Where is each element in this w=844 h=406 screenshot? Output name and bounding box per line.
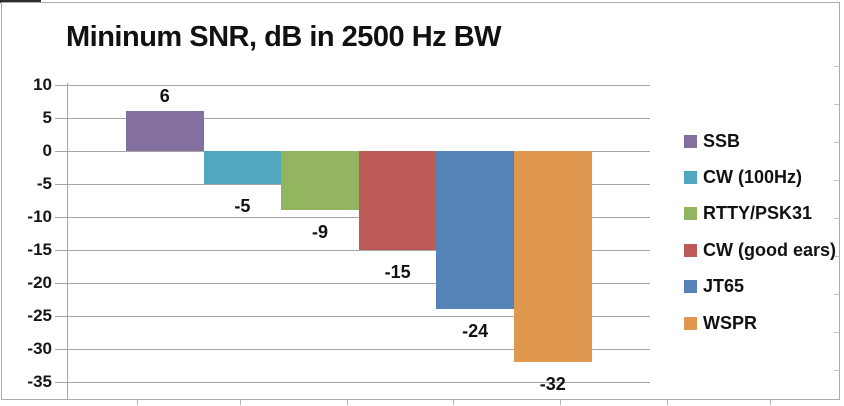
spreadsheet-column-tick xyxy=(137,400,138,405)
y-axis-line xyxy=(67,83,68,400)
legend-label: SSB xyxy=(703,130,741,151)
y-axis-tick xyxy=(55,382,67,383)
legend-swatch-jt65 xyxy=(684,280,697,294)
spreadsheet-row-tick xyxy=(834,256,839,257)
y-axis-tick xyxy=(55,349,67,350)
legend-item-cw-100hz[interactable]: CW (100Hz) xyxy=(684,166,802,188)
y-axis-tick xyxy=(55,85,67,86)
y-axis-label: -15 xyxy=(27,240,52,259)
y-axis-label: 5 xyxy=(42,108,52,127)
chart-title: Mininum SNR, dB in 2500 Hz BW xyxy=(66,21,502,53)
gridline xyxy=(67,382,650,383)
gridline xyxy=(67,118,650,119)
spreadsheet-row-tick xyxy=(834,332,839,333)
gridline xyxy=(67,217,650,218)
legend-label: WSPR xyxy=(703,312,757,333)
bar-cw-100hz[interactable] xyxy=(203,151,282,184)
spreadsheet-row-tick xyxy=(834,66,839,67)
y-axis-label: -10 xyxy=(27,207,52,226)
legend-label: CW (good ears) xyxy=(703,239,836,260)
spreadsheet-column-tick xyxy=(560,400,561,405)
spreadsheet-row-tick xyxy=(834,180,839,181)
y-axis-label: -35 xyxy=(27,372,52,391)
bar-jt65[interactable] xyxy=(436,151,514,310)
legend-swatch-wspr xyxy=(684,316,697,330)
y-axis-label: -30 xyxy=(27,339,52,358)
spreadsheet-column-tick xyxy=(240,400,241,405)
y-axis-tick xyxy=(55,217,67,218)
bar-rtty-psk31[interactable] xyxy=(281,151,359,211)
legend-item-jt65[interactable]: JT65 xyxy=(684,276,744,298)
data-label-cw-good-ears: -15 xyxy=(384,262,411,282)
data-label-cw-100hz: -5 xyxy=(234,196,251,216)
gridline xyxy=(67,283,650,284)
screen-artifact-dark xyxy=(0,0,41,3)
y-axis-tick xyxy=(55,151,67,152)
spreadsheet-column-tick xyxy=(667,400,668,405)
legend-item-ssb[interactable]: SSB xyxy=(684,130,740,152)
spreadsheet-row-tick xyxy=(834,370,839,371)
spreadsheet-row-tick xyxy=(834,218,839,219)
y-axis-tick xyxy=(55,283,67,284)
y-axis-label: -5 xyxy=(36,174,52,193)
data-label-ssb: 6 xyxy=(159,86,170,107)
bar-cw-good-ears[interactable] xyxy=(358,151,437,250)
legend-item-cw-good-ears[interactable]: CW (good ears) xyxy=(684,239,836,261)
legend-label: CW (100Hz) xyxy=(703,166,803,187)
y-axis-label: -20 xyxy=(27,273,52,292)
legend-label: JT65 xyxy=(703,276,745,297)
y-axis-label: 10 xyxy=(33,75,52,94)
spreadsheet-column-tick xyxy=(770,400,771,405)
y-axis-tick xyxy=(55,184,67,185)
legend-item-wspr[interactable]: WSPR xyxy=(684,312,757,334)
spreadsheet-row-tick xyxy=(834,104,839,105)
spreadsheet-column-tick xyxy=(453,400,454,405)
legend-item-rtty-psk31[interactable]: RTTY/PSK31 xyxy=(684,203,812,225)
bar-wspr[interactable] xyxy=(514,151,592,363)
spreadsheet-row-tick xyxy=(834,294,839,295)
gridline xyxy=(67,316,650,317)
y-axis-tick xyxy=(55,316,67,317)
y-axis-label: 0 xyxy=(42,141,52,160)
gridline xyxy=(67,250,650,251)
y-axis-tick xyxy=(55,118,67,119)
data-label-jt65: -24 xyxy=(462,321,489,342)
y-axis-tick xyxy=(55,250,67,251)
spreadsheet-row-tick xyxy=(834,142,839,143)
y-axis-label: -25 xyxy=(27,306,52,325)
legend-swatch-rtty-psk31 xyxy=(684,207,697,221)
data-label-wspr: -32 xyxy=(539,374,566,395)
legend-swatch-cw-100hz xyxy=(684,170,697,184)
legend-swatch-ssb xyxy=(684,134,697,148)
gridline xyxy=(67,85,650,86)
spreadsheet-column-tick xyxy=(347,400,348,405)
legend-swatch-cw-good-ears xyxy=(684,243,697,257)
data-label-rtty-psk31: -9 xyxy=(311,222,328,243)
gridline xyxy=(67,349,650,350)
legend-label: RTTY/PSK31 xyxy=(703,203,813,224)
bar-ssb[interactable] xyxy=(126,111,204,151)
